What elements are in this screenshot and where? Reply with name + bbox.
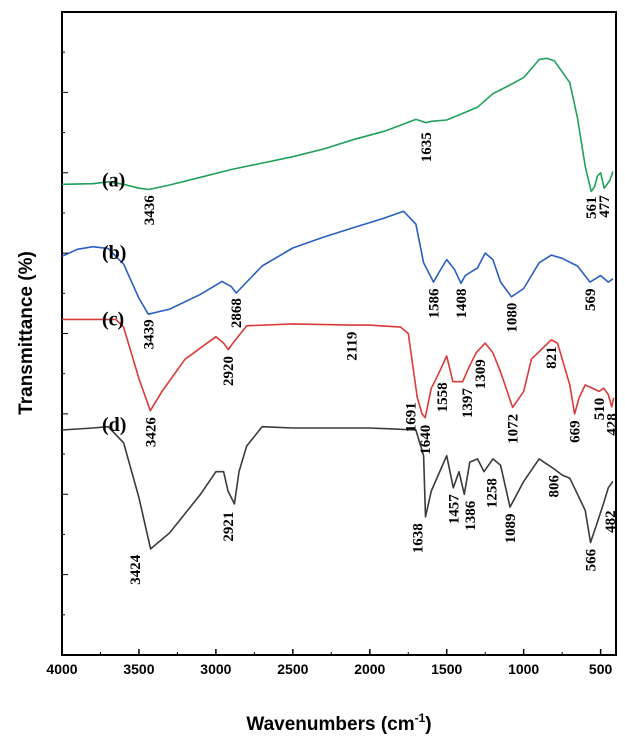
- x-tick-label-3000: 3000: [200, 661, 231, 677]
- series-line-4: [61, 425, 614, 550]
- peak-label: 1586: [426, 288, 442, 319]
- y-axis-title: Transmittance (%): [16, 251, 37, 415]
- peak-label: 3439: [141, 319, 157, 349]
- peak-label: 1089: [503, 514, 519, 544]
- peak-label: 1638: [410, 523, 426, 553]
- peak-label: 510: [592, 398, 608, 421]
- peak-label: 482: [603, 510, 619, 533]
- peak-label: 477: [597, 195, 613, 218]
- x-axis-title-main: Wavenumbers (cm: [246, 714, 414, 735]
- peak-label: 1080: [504, 303, 520, 333]
- peak-label: 1386: [463, 500, 479, 531]
- x-tick-label-3500: 3500: [123, 661, 154, 677]
- peak-label: 1691: [404, 402, 420, 432]
- peak-label: 3436: [142, 195, 158, 226]
- peak-label: 821: [544, 346, 560, 369]
- peak-label: 1558: [435, 382, 451, 412]
- peak-label: 566: [583, 548, 599, 571]
- peak-label: 669: [568, 420, 584, 443]
- peak-label: 1397: [460, 388, 476, 419]
- peak-label: 561: [584, 197, 600, 220]
- peak-label: 1072: [506, 414, 522, 444]
- peak-label: 2868: [229, 298, 245, 328]
- x-axis-title-sup: -1: [415, 711, 426, 725]
- peak-label: 1408: [454, 288, 470, 318]
- series-line-1: [61, 57, 614, 193]
- x-tick-label-500: 500: [589, 661, 613, 677]
- x-tick-label-4000: 4000: [46, 661, 77, 677]
- peak-label: 2920: [221, 356, 237, 386]
- peak-label: 1309: [473, 359, 489, 389]
- x-tick-label-2000: 2000: [354, 661, 385, 677]
- series-layer: [61, 57, 615, 550]
- peak-label: 1258: [484, 478, 500, 508]
- panel-label: (a): [102, 169, 125, 191]
- peak-label: 1457: [446, 494, 462, 525]
- peak-label: 3426: [143, 417, 159, 448]
- peak-label: 806: [547, 474, 563, 497]
- series-line-3: [62, 318, 615, 419]
- peak-label: 3424: [128, 554, 144, 585]
- x-tick-label-2500: 2500: [277, 661, 308, 677]
- panel-label: (c): [102, 308, 124, 330]
- peak-label: 1635: [419, 132, 435, 162]
- panel-label: (d): [102, 414, 126, 436]
- peak-label: 569: [583, 288, 599, 311]
- x-axis-title: Wavenumbers (cm-1): [246, 711, 431, 735]
- x-tick-label-1000: 1000: [508, 661, 539, 677]
- peak-label: 428: [605, 413, 621, 436]
- plot-area: 4000 3500 3000 2500 2000 1500 1000 500 (a) (b) (c…: [46, 11, 621, 677]
- series-line-2: [61, 210, 614, 315]
- x-axis-title-close: ): [425, 714, 431, 735]
- peak-label: 2119: [344, 332, 360, 361]
- ticks-layer: 4000 3500 3000 2500 2000 1500 1000 500: [46, 11, 613, 677]
- peak-label: 2921: [221, 512, 237, 542]
- x-tick-label-1500: 1500: [431, 661, 462, 677]
- peak-label: 1640: [418, 425, 434, 455]
- panel-label: (b): [102, 242, 126, 264]
